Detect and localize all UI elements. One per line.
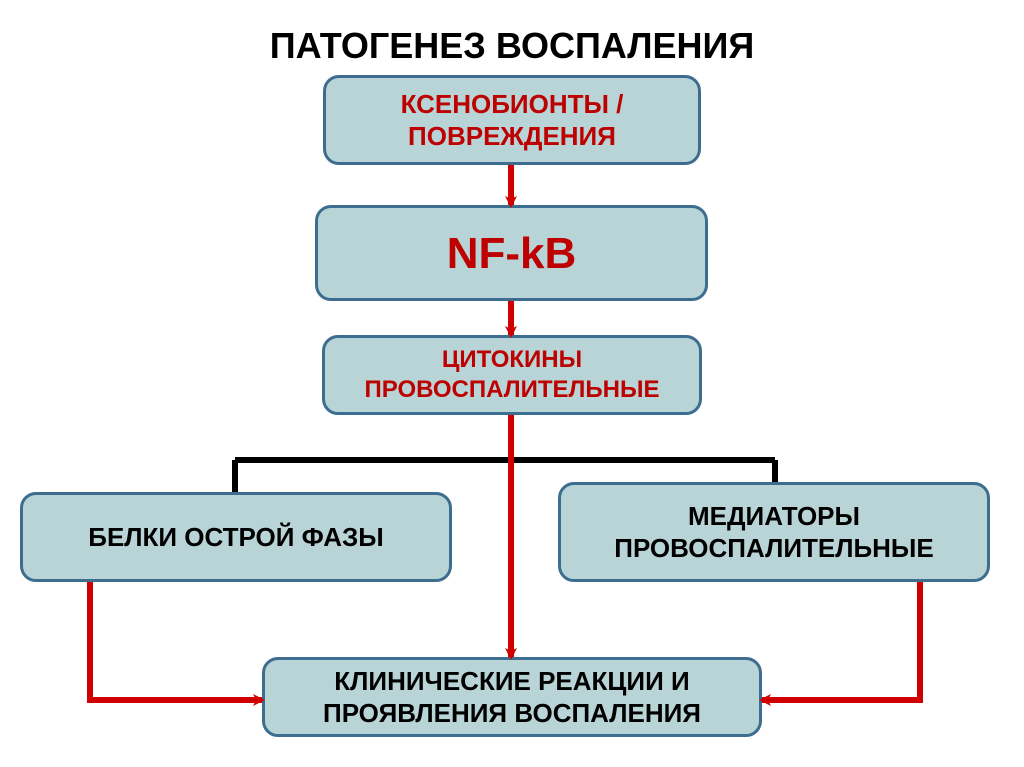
node-text-line: ПРОЯВЛЕНИЯ ВОСПАЛЕНИЯ [323,697,701,730]
node-text-line: ЦИТОКИНЫ [442,345,582,375]
node-text-line: ПОВРЕЖДЕНИЯ [408,120,616,153]
node-cytokines: ЦИТОКИНЫПРОВОСПАЛИТЕЛЬНЫЕ [322,335,702,415]
node-text-line: КЛИНИЧЕСКИЕ РЕАКЦИИ И [334,665,689,698]
node-acute-phase-proteins: БЕЛКИ ОСТРОЙ ФАЗЫ [20,492,452,582]
node-text-line: КСЕНОБИОНТЫ / [401,88,624,121]
node-clinical-reactions: КЛИНИЧЕСКИЕ РЕАКЦИИ ИПРОЯВЛЕНИЯ ВОСПАЛЕН… [262,657,762,737]
node-text-line: МЕДИАТОРЫ [688,500,860,533]
node-text-line: ПРОВОСПАЛИТЕЛЬНЫЕ [365,375,660,405]
node-text-line: NF-kB [447,226,577,281]
node-text-line: БЕЛКИ ОСТРОЙ ФАЗЫ [88,521,383,554]
node-mediators: МЕДИАТОРЫПРОВОСПАЛИТЕЛЬНЫЕ [558,482,990,582]
node-nfkb: NF-kB [315,205,708,301]
slide-title: ПАТОГЕНЕЗ ВОСПАЛЕНИЯ [0,25,1024,67]
node-text-line: ПРОВОСПАЛИТЕЛЬНЫЕ [614,532,933,565]
node-xenobionts: КСЕНОБИОНТЫ /ПОВРЕЖДЕНИЯ [323,75,701,165]
